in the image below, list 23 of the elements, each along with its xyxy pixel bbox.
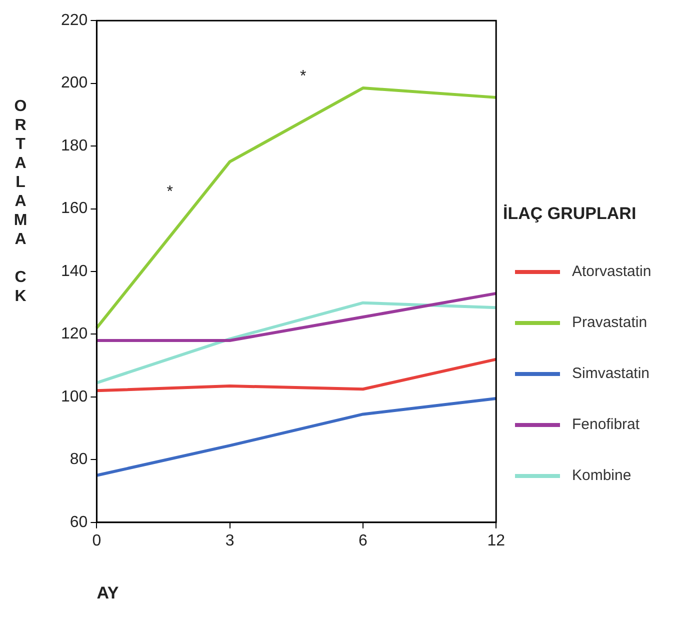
x-tick-label: 6 xyxy=(358,532,368,550)
y-tick-label: 180 xyxy=(60,137,88,154)
y-tick-label: 100 xyxy=(60,388,88,406)
y-tick-label: 60 xyxy=(70,514,88,531)
y-tick-label: 200 xyxy=(60,74,88,92)
x-tick-label: 3 xyxy=(225,532,234,550)
legend-label: Kombine xyxy=(572,467,632,484)
y-tick-label: 140 xyxy=(60,262,88,280)
x-tick-label: 0 xyxy=(92,532,102,550)
legend-label: Atorvastatin xyxy=(572,263,652,280)
x-axis-title: AY xyxy=(96,583,120,602)
legend-label: Pravastatin xyxy=(572,314,648,331)
legend-title: İLAÇ GRUPLARI xyxy=(503,204,638,224)
x-tick-label: 12 xyxy=(487,532,506,550)
y-tick-label: 120 xyxy=(60,326,88,343)
y-tick-label: 80 xyxy=(70,451,88,468)
y-tick-label: 220 xyxy=(60,12,88,30)
annotation: * xyxy=(166,184,174,201)
annotation: * xyxy=(300,68,306,86)
legend-label: Simvastatin xyxy=(572,365,650,382)
y-axis-title: ORTALAMA CK xyxy=(12,98,29,307)
legend-label: Fenofibrat xyxy=(572,416,640,433)
y-tick-label: 160 xyxy=(60,200,88,218)
